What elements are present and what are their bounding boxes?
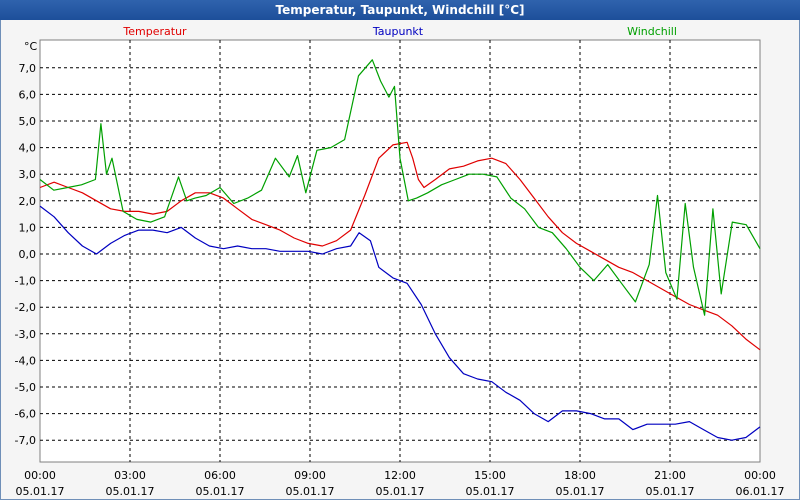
y-tick-label: -7,0 [15,434,36,447]
series-line-taupunkt [39,205,761,441]
x-tick-date-label: 06.01.17 [736,485,785,498]
y-axis: 7,0 6,0 5,0 4,0 3,0 2,0 1,0 0,0 -1,0 -2,0 -3,0 -4,0… [15,62,36,447]
y-tick-label: -5,0 [15,381,36,394]
x-tick-date-label: 05.01.17 [106,485,155,498]
y-tick-label: 4,0 [19,142,37,155]
x-tick-time-label: 18:00 [564,469,596,482]
series-line-temperatur [39,141,761,351]
y-axis-unit-label: °C [24,40,38,53]
x-tick-time-label: 06:00 [204,469,236,482]
x-tick-date-label: 05.01.17 [376,485,425,498]
series-line-windchill [39,59,761,316]
series-lines [39,59,761,441]
legend-item-taupunkt: Taupunkt [372,25,424,38]
y-tick-label: 3,0 [19,168,37,181]
legend-item-temperatur: Temperatur [122,25,187,38]
chart-title: Temperatur, Taupunkt, Windchill [°C] [0,0,800,20]
x-axis: 00:00 05.01.17 03:00 05.01.17 06:00 05.01.17 0… [16,469,785,498]
x-tick-time-label: 00:00 [24,469,56,482]
x-tick-date-label: 05.01.17 [466,485,515,498]
y-tick-label: -1,0 [15,275,36,288]
y-tick-label: 7,0 [19,62,37,75]
y-tick-label: 5,0 [19,115,37,128]
x-tick-time-label: 09:00 [294,469,326,482]
x-tick-date-label: 05.01.17 [16,485,65,498]
x-tick-time-label: 03:00 [114,469,146,482]
legend: Temperatur Taupunkt Windchill [122,25,677,38]
x-tick-time-label: 00:00 [744,469,776,482]
grid-lines [40,40,760,462]
y-tick-label: -2,0 [15,301,36,314]
legend-item-windchill: Windchill [627,25,677,38]
x-tick-date-label: 05.01.17 [556,485,605,498]
x-tick-time-label: 12:00 [384,469,416,482]
x-tick-date-label: 05.01.17 [196,485,245,498]
y-tick-label: 0,0 [19,248,37,261]
x-tick-time-label: 21:00 [654,469,686,482]
x-tick-time-label: 15:00 [474,469,506,482]
x-tick-date-label: 05.01.17 [646,485,695,498]
y-tick-label: -3,0 [15,328,36,341]
y-tick-label: -6,0 [15,408,36,421]
y-tick-label: -4,0 [15,354,36,367]
y-tick-label: 6,0 [19,88,37,101]
y-tick-label: 2,0 [19,195,37,208]
x-tick-date-label: 05.01.17 [286,485,335,498]
y-tick-label: 1,0 [19,221,37,234]
